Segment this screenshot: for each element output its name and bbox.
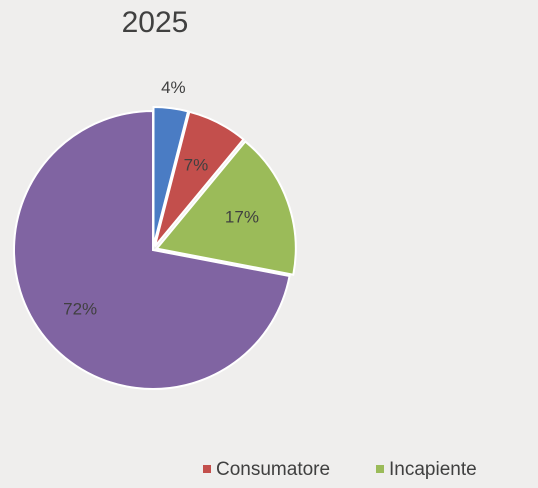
data-label: 72% [63,300,97,319]
data-label: 17% [225,207,259,226]
data-label: 7% [184,155,209,174]
legend-marker [376,465,384,473]
legend-label: Incapiente [389,459,477,480]
pie-slice [13,109,291,390]
legend-marker [203,465,211,473]
legend-label: Consumatore [216,459,330,480]
pie-slice [152,106,190,247]
data-label: 4% [161,78,186,97]
pie-slice [153,110,245,248]
chart-title: 2025 [122,6,189,39]
pie-slice [154,140,297,276]
